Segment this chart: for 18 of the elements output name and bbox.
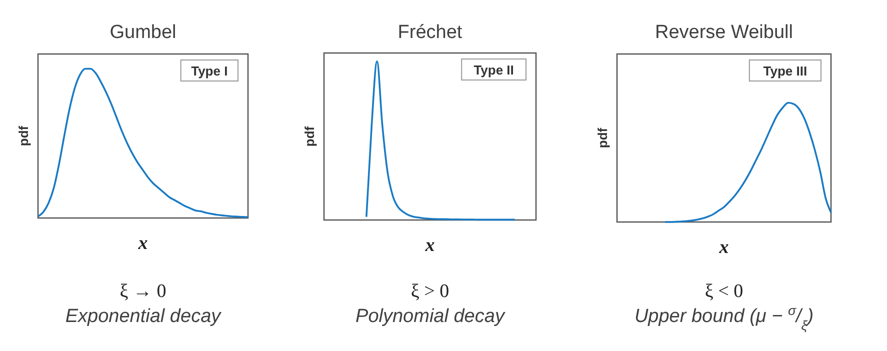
x-axis-title: x [718,237,730,258]
chart-title: Gumbel [110,22,176,43]
x-axis-title: x [137,233,148,254]
text: Polynomial decay [356,306,506,327]
y-axis-title: pdf [302,126,317,147]
text: ξ < 0 [704,281,744,302]
text: Upper bound (μ − $^{σ}$/$_{ξ}$) [634,302,814,332]
chart-title: Reverse Weibull [655,22,793,43]
text: ξ > 0 [410,281,450,302]
annotation: Type II [474,62,514,78]
text: Exponential decay [65,306,222,327]
x-axis-title: x [424,235,436,256]
text: ξ → 0 [120,281,166,302]
annotation: Type I [191,64,228,78]
chart-title: Fréchet [398,22,463,43]
y-axis-title: pdf [16,125,31,146]
text: Type III [763,64,808,78]
y-axis-title: pdf [595,127,610,148]
